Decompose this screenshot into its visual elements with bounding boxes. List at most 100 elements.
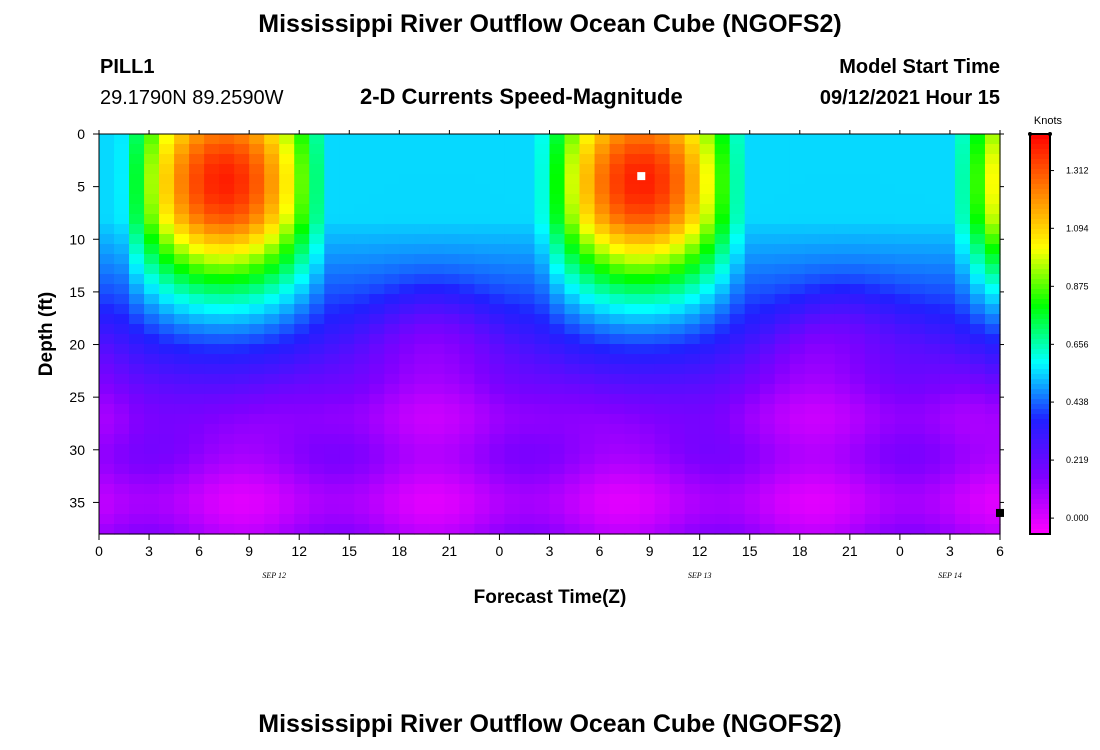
heat-cell xyxy=(714,464,731,475)
heat-cell xyxy=(894,464,911,475)
heat-cell xyxy=(819,314,836,325)
heat-cell xyxy=(774,194,791,205)
heat-cell xyxy=(294,394,310,405)
heat-cell xyxy=(639,334,656,345)
heat-cell xyxy=(369,254,385,265)
heat-cell xyxy=(684,524,701,535)
heat-cell xyxy=(834,294,851,305)
heat-cell xyxy=(759,484,776,495)
heat-cell xyxy=(729,514,746,525)
heat-cell xyxy=(294,404,310,415)
heat-cell xyxy=(624,524,641,535)
heat-cell xyxy=(534,184,551,195)
heat-cell xyxy=(504,144,521,155)
colorbar-band xyxy=(1030,259,1050,265)
heat-cell xyxy=(204,444,220,455)
heat-cell xyxy=(669,174,686,185)
heat-cell xyxy=(534,284,551,295)
heat-cell xyxy=(159,304,175,315)
heat-cell xyxy=(639,454,656,465)
heat-cell xyxy=(444,174,460,185)
heat-cell xyxy=(849,344,866,355)
heat-cell xyxy=(594,524,611,535)
heat-cell xyxy=(789,504,806,515)
heat-cell xyxy=(219,504,235,515)
heat-cell xyxy=(804,164,821,175)
heat-cell xyxy=(729,464,746,475)
heat-cell xyxy=(669,324,686,335)
heat-cell xyxy=(819,304,836,315)
white-marker xyxy=(637,172,646,181)
heat-cell xyxy=(489,254,506,265)
heat-cell xyxy=(789,334,806,345)
heat-cell xyxy=(444,144,460,155)
heat-cell xyxy=(879,434,896,445)
heat-cell xyxy=(474,254,491,265)
heat-cell xyxy=(354,464,370,475)
heat-cell xyxy=(279,334,295,345)
heat-cell xyxy=(654,354,671,365)
heat-cell xyxy=(339,434,355,445)
heat-cell xyxy=(849,444,866,455)
heat-cell xyxy=(474,164,491,175)
heat-cell xyxy=(519,194,536,205)
heat-cell xyxy=(609,384,626,395)
heat-cell xyxy=(309,484,325,495)
colorbar-band xyxy=(1030,529,1050,535)
heat-cell xyxy=(204,434,220,445)
heat-cell xyxy=(879,234,896,245)
heat-cell xyxy=(714,384,731,395)
heat-cell xyxy=(369,234,385,245)
heat-cell xyxy=(879,144,896,155)
heat-cell xyxy=(174,474,190,485)
heat-cell xyxy=(294,134,310,145)
heat-cell xyxy=(654,484,671,495)
heat-cell xyxy=(609,334,626,345)
heat-cell xyxy=(684,504,701,515)
heat-cell xyxy=(129,274,145,285)
heat-cell xyxy=(669,204,686,215)
heat-cell xyxy=(219,394,235,405)
heat-cell xyxy=(489,314,506,325)
heat-cell xyxy=(189,304,205,315)
heat-cell xyxy=(189,374,205,385)
heat-cell xyxy=(519,134,536,145)
heat-cell xyxy=(189,294,205,305)
heat-cell xyxy=(939,144,956,155)
heat-cell xyxy=(594,184,611,195)
heat-cell xyxy=(759,474,776,485)
heat-cell xyxy=(864,414,881,425)
heat-cell xyxy=(969,464,986,475)
heat-cell xyxy=(639,314,656,325)
heat-cell xyxy=(534,134,551,145)
heat-cell xyxy=(414,144,430,155)
heat-cell xyxy=(609,134,626,145)
heat-cell xyxy=(699,404,716,415)
y-tick-label: 10 xyxy=(69,231,85,247)
heat-cell xyxy=(639,424,656,435)
heat-cell xyxy=(864,194,881,205)
heat-cell xyxy=(324,284,340,295)
heat-cell xyxy=(384,174,400,185)
heat-cell xyxy=(369,194,385,205)
heat-cell xyxy=(354,294,370,305)
heat-cell xyxy=(294,274,310,285)
heat-cell xyxy=(909,524,926,535)
colorbar-band xyxy=(1030,264,1050,270)
heat-cell xyxy=(969,454,986,465)
heat-cell xyxy=(954,314,971,325)
heat-cell xyxy=(864,524,881,535)
heat-cell xyxy=(384,144,400,155)
heat-cell xyxy=(849,304,866,315)
heat-cell xyxy=(339,204,355,215)
heat-cell xyxy=(114,474,130,485)
heat-cell xyxy=(114,454,130,465)
heat-cell xyxy=(114,184,130,195)
heat-cell xyxy=(174,304,190,315)
heat-cell xyxy=(804,394,821,405)
heat-cell xyxy=(489,434,506,445)
heat-cell xyxy=(369,484,385,495)
heat-cell xyxy=(429,504,445,515)
heat-cell xyxy=(324,454,340,465)
